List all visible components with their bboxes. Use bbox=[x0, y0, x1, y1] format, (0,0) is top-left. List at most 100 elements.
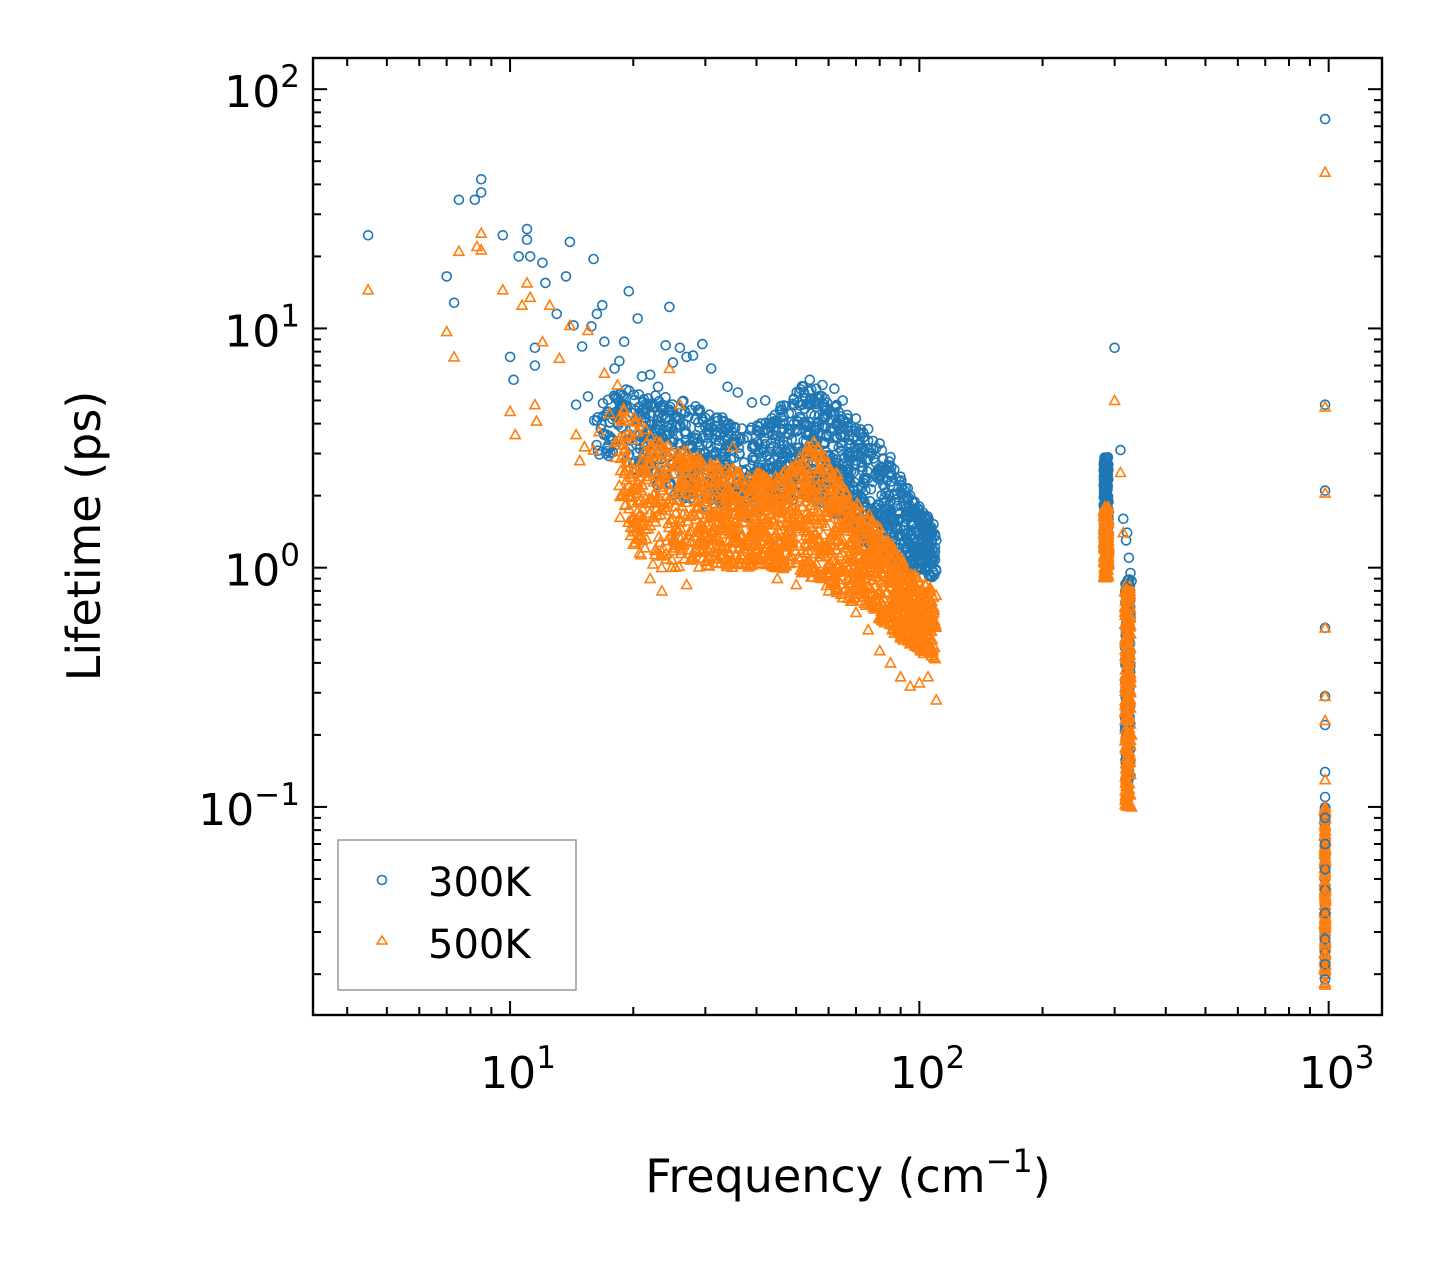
cloud-point-500k bbox=[806, 491, 820, 504]
cloud-point-500k bbox=[648, 547, 662, 560]
cloud-point-300k bbox=[878, 496, 890, 508]
cloud-point-500k bbox=[712, 463, 725, 475]
legend-label-300k: 300K bbox=[428, 860, 532, 906]
cloud-point-300k bbox=[750, 453, 762, 465]
cloud-point-500k bbox=[794, 490, 808, 503]
cloud-point-500k bbox=[873, 521, 887, 534]
cloud-point-300k bbox=[856, 451, 868, 463]
cloud-point-500k bbox=[863, 560, 877, 573]
cloud-point-300k bbox=[738, 433, 749, 445]
cloud-point-300k bbox=[897, 538, 909, 550]
cloud-point-300k bbox=[617, 389, 629, 401]
cloud-point-500k bbox=[701, 479, 715, 491]
cloud-point-500k bbox=[712, 505, 726, 518]
y-tick-label-exponent: 0 bbox=[280, 538, 300, 574]
data-point-300k bbox=[783, 408, 795, 420]
cloud-point-300k bbox=[865, 504, 876, 516]
cloud-point-300k bbox=[832, 421, 844, 432]
cloud-point-500k bbox=[861, 512, 875, 524]
data-point-300k bbox=[660, 339, 672, 351]
y-tick-label-base: 10 bbox=[198, 785, 254, 836]
data-point-500k bbox=[1118, 584, 1132, 596]
legend-marker-500k bbox=[375, 934, 389, 945]
cloud-point-500k bbox=[1119, 788, 1133, 800]
cloud-point-500k bbox=[609, 450, 623, 463]
data-point-500k bbox=[1125, 800, 1138, 812]
cloud-point-300k bbox=[920, 563, 931, 574]
data-point-300k bbox=[850, 413, 862, 424]
cloud-point-500k bbox=[816, 482, 830, 495]
cloud-point-500k bbox=[799, 519, 812, 532]
cloud-point-300k bbox=[852, 442, 864, 454]
cloud-point-500k bbox=[649, 447, 662, 460]
cloud-point-300k bbox=[749, 441, 760, 453]
data-point-500k bbox=[578, 440, 591, 452]
cloud-point-500k bbox=[812, 566, 826, 578]
data-point-300k bbox=[529, 342, 541, 354]
cloud-point-500k bbox=[630, 425, 643, 437]
data-point-500k bbox=[643, 518, 657, 531]
cloud-point-500k bbox=[830, 524, 843, 536]
cloud-point-500k bbox=[705, 533, 719, 546]
cloud-point-500k bbox=[896, 590, 909, 602]
cloud-point-500k bbox=[608, 435, 622, 448]
cloud-point-500k bbox=[625, 511, 639, 523]
y-tick-label: 10−1 bbox=[198, 777, 300, 836]
cloud-point-500k bbox=[874, 538, 888, 550]
cloud-point-300k bbox=[838, 421, 849, 433]
data-point-500k bbox=[673, 398, 687, 410]
data-point-300k bbox=[687, 350, 699, 361]
data-point-300k bbox=[521, 223, 533, 235]
cloud-point-300k bbox=[856, 457, 868, 468]
cloud-point-500k bbox=[650, 508, 664, 521]
cloud-point-500k bbox=[643, 440, 657, 452]
cloud-point-500k bbox=[726, 542, 740, 554]
cloud-point-500k bbox=[685, 488, 699, 500]
data-point-300k bbox=[1319, 812, 1331, 824]
data-point-300k bbox=[797, 381, 809, 393]
data-point-300k bbox=[497, 230, 509, 241]
cloud-point-500k bbox=[1122, 684, 1135, 696]
cloud-point-300k bbox=[809, 410, 820, 421]
y-tick-label-exponent: 1 bbox=[280, 298, 300, 334]
cloud-point-500k bbox=[820, 468, 834, 481]
data-point-300k bbox=[564, 236, 576, 248]
cloud-point-300k bbox=[704, 418, 715, 430]
cloud-point-300k bbox=[728, 438, 739, 449]
cloud-point-300k bbox=[713, 435, 725, 447]
y-tick-label: 102 bbox=[224, 59, 300, 118]
data-point-300k bbox=[513, 251, 525, 262]
cloud-point-500k bbox=[752, 553, 766, 565]
cloud-point-300k bbox=[874, 473, 885, 485]
data-point-500k bbox=[603, 407, 616, 419]
cloud-point-500k bbox=[816, 539, 830, 551]
cloud-point-500k bbox=[677, 462, 691, 475]
cloud-point-500k bbox=[839, 520, 853, 532]
cloud-point-500k bbox=[850, 496, 864, 509]
data-point-500k bbox=[921, 670, 935, 682]
cloud-point-500k bbox=[705, 525, 719, 538]
cloud-point-300k bbox=[785, 445, 797, 456]
cloud-point-500k bbox=[697, 502, 710, 514]
data-point-300k bbox=[570, 399, 582, 411]
cloud-point-300k bbox=[809, 424, 820, 436]
cloud-point-500k bbox=[823, 501, 836, 513]
cloud-point-500k bbox=[906, 599, 920, 611]
cloud-point-500k bbox=[926, 642, 940, 655]
data-point-500k bbox=[686, 551, 700, 563]
cloud-point-300k bbox=[899, 528, 911, 540]
cloud-point-500k bbox=[715, 523, 729, 536]
data-point-500k bbox=[1318, 883, 1332, 895]
cloud-point-500k bbox=[707, 551, 720, 564]
cloud-point-300k bbox=[927, 543, 938, 555]
cloud-point-500k bbox=[709, 460, 722, 472]
cloud-point-300k bbox=[645, 410, 657, 422]
y-tick-label: 100 bbox=[224, 538, 300, 597]
cloud-point-500k bbox=[887, 543, 900, 555]
cloud-point-500k bbox=[707, 475, 721, 488]
cloud-point-500k bbox=[926, 601, 939, 614]
cloud-point-300k bbox=[798, 417, 810, 429]
cloud-point-300k bbox=[758, 432, 770, 444]
data-point-300k bbox=[885, 451, 896, 463]
data-point-500k bbox=[771, 571, 784, 584]
